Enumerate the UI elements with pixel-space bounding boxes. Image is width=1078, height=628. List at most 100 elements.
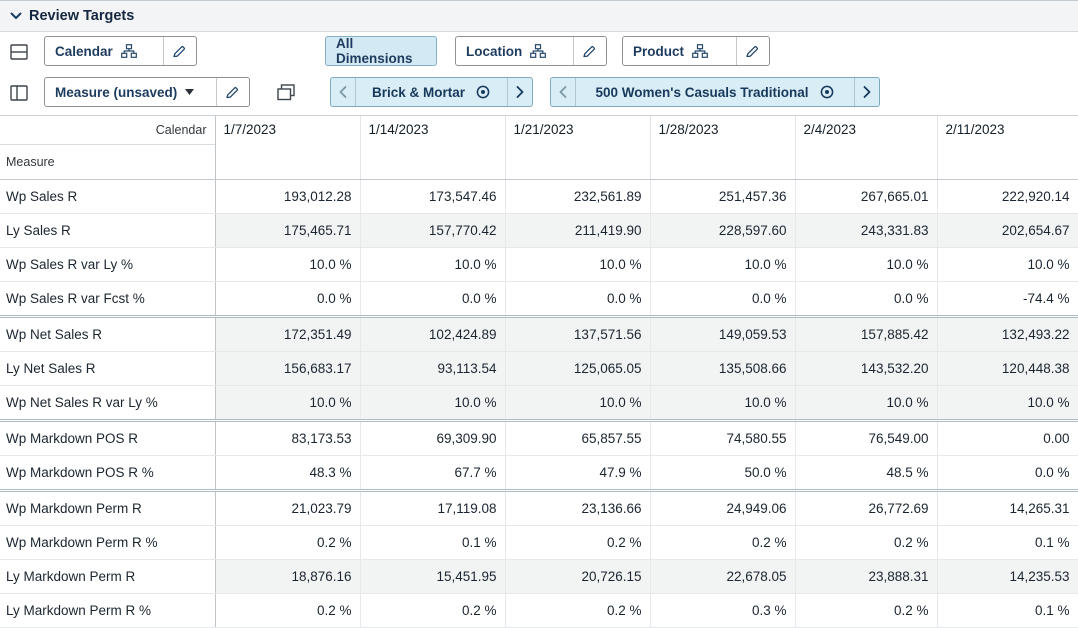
value-cell[interactable]: 228,597.60 bbox=[650, 213, 796, 248]
edit-pencil-icon[interactable] bbox=[172, 44, 186, 58]
value-cell[interactable]: 0.00 bbox=[937, 419, 1078, 456]
value-cell[interactable]: 23,136.66 bbox=[505, 489, 651, 526]
column-header-date[interactable]: 1/14/2023 bbox=[360, 116, 506, 180]
value-cell[interactable]: 102,424.89 bbox=[360, 315, 506, 352]
measure-dropdown-button[interactable]: Measure (unsaved) bbox=[44, 77, 250, 107]
column-header-date[interactable]: 1/7/2023 bbox=[215, 116, 361, 180]
value-cell[interactable]: 15,451.95 bbox=[360, 559, 506, 594]
value-cell[interactable]: 125,065.05 bbox=[505, 351, 651, 386]
value-cell[interactable]: 0.2 % bbox=[215, 525, 361, 560]
value-cell[interactable]: 137,571.56 bbox=[505, 315, 651, 352]
value-cell[interactable]: 0.1 % bbox=[360, 525, 506, 560]
value-cell[interactable]: 0.2 % bbox=[795, 593, 938, 628]
measure-row-label[interactable]: Wp Markdown POS R bbox=[0, 419, 216, 456]
value-cell[interactable]: 47.9 % bbox=[505, 455, 651, 491]
value-cell[interactable]: 48.3 % bbox=[215, 455, 361, 491]
value-cell[interactable]: 0.0 % bbox=[215, 281, 361, 317]
column-header-date[interactable]: 2/4/2023 bbox=[795, 116, 938, 180]
next-location-button[interactable] bbox=[507, 78, 532, 106]
value-cell[interactable]: 48.5 % bbox=[795, 455, 938, 491]
value-cell[interactable]: 10.0 % bbox=[937, 247, 1078, 282]
split-columns-icon[interactable] bbox=[10, 85, 28, 101]
value-cell[interactable]: 10.0 % bbox=[505, 247, 651, 282]
measure-row-label[interactable]: Wp Sales R bbox=[0, 179, 216, 214]
value-cell[interactable]: 120,448.38 bbox=[937, 351, 1078, 386]
value-cell[interactable]: 135,508.66 bbox=[650, 351, 796, 386]
column-header-date[interactable]: 1/28/2023 bbox=[650, 116, 796, 180]
location-dimension-button[interactable]: Location bbox=[455, 36, 607, 66]
value-cell[interactable]: 10.0 % bbox=[650, 247, 796, 282]
value-cell[interactable]: 67.7 % bbox=[360, 455, 506, 491]
value-cell[interactable]: 193,012.28 bbox=[215, 179, 361, 214]
value-cell[interactable]: 222,920.14 bbox=[937, 179, 1078, 214]
value-cell[interactable]: 157,770.42 bbox=[360, 213, 506, 248]
value-cell[interactable]: 0.2 % bbox=[795, 525, 938, 560]
previous-location-button[interactable] bbox=[331, 78, 356, 106]
value-cell[interactable]: 156,683.17 bbox=[215, 351, 361, 386]
value-cell[interactable]: 22,678.05 bbox=[650, 559, 796, 594]
value-cell[interactable]: 143,532.20 bbox=[795, 351, 938, 386]
next-product-button[interactable] bbox=[854, 78, 879, 106]
value-cell[interactable]: 21,023.79 bbox=[215, 489, 361, 526]
row-dimension-tile[interactable]: Measure bbox=[6, 155, 55, 169]
value-cell[interactable]: 173,547.46 bbox=[360, 179, 506, 214]
value-cell[interactable]: 0.2 % bbox=[505, 525, 651, 560]
value-cell[interactable]: 69,309.90 bbox=[360, 419, 506, 456]
value-cell[interactable]: 10.0 % bbox=[937, 385, 1078, 421]
value-cell[interactable]: 17,119.08 bbox=[360, 489, 506, 526]
value-cell[interactable]: 10.0 % bbox=[795, 385, 938, 421]
measure-row-label[interactable]: Wp Markdown POS R % bbox=[0, 455, 216, 491]
value-cell[interactable]: 65,857.55 bbox=[505, 419, 651, 456]
value-cell[interactable]: 76,549.00 bbox=[795, 419, 938, 456]
target-scope-icon[interactable] bbox=[475, 84, 491, 100]
value-cell[interactable]: 10.0 % bbox=[360, 385, 506, 421]
measure-row-label[interactable]: Ly Markdown Perm R % bbox=[0, 593, 216, 628]
measure-row-label[interactable]: Wp Net Sales R bbox=[0, 315, 216, 352]
previous-product-button[interactable] bbox=[551, 78, 576, 106]
hierarchy-icon[interactable] bbox=[692, 44, 708, 58]
value-cell[interactable]: 0.2 % bbox=[650, 525, 796, 560]
value-cell[interactable]: 10.0 % bbox=[360, 247, 506, 282]
calendar-dimension-button[interactable]: Calendar bbox=[44, 36, 197, 66]
value-cell[interactable]: 14,235.53 bbox=[937, 559, 1078, 594]
value-cell[interactable]: 26,772.69 bbox=[795, 489, 938, 526]
collapse-section-icon[interactable] bbox=[10, 12, 22, 20]
all-dimensions-button[interactable]: All Dimensions bbox=[325, 36, 437, 66]
value-cell[interactable]: 18,876.16 bbox=[215, 559, 361, 594]
hierarchy-icon[interactable] bbox=[120, 44, 137, 58]
value-cell[interactable]: 0.2 % bbox=[215, 593, 361, 628]
value-cell[interactable]: 157,885.42 bbox=[795, 315, 938, 352]
edit-pencil-icon[interactable] bbox=[745, 44, 759, 58]
measure-row-label[interactable]: Ly Net Sales R bbox=[0, 351, 216, 386]
value-cell[interactable]: 0.2 % bbox=[505, 593, 651, 628]
value-cell[interactable]: 23,888.31 bbox=[795, 559, 938, 594]
value-cell[interactable]: 267,665.01 bbox=[795, 179, 938, 214]
measure-row-label[interactable]: Wp Markdown Perm R % bbox=[0, 525, 216, 560]
value-cell[interactable]: 10.0 % bbox=[215, 385, 361, 421]
value-cell[interactable]: 132,493.22 bbox=[937, 315, 1078, 352]
value-cell[interactable]: 0.0 % bbox=[650, 281, 796, 317]
split-rows-icon[interactable] bbox=[10, 44, 28, 60]
value-cell[interactable]: 243,331.83 bbox=[795, 213, 938, 248]
measure-row-label[interactable]: Ly Sales R bbox=[0, 213, 216, 248]
value-cell[interactable]: 0.2 % bbox=[360, 593, 506, 628]
windows-layout-icon[interactable] bbox=[277, 84, 295, 101]
column-header-date[interactable]: 2/11/2023 bbox=[937, 116, 1078, 180]
value-cell[interactable]: 251,457.36 bbox=[650, 179, 796, 214]
value-cell[interactable]: 10.0 % bbox=[215, 247, 361, 282]
value-cell[interactable]: 0.0 % bbox=[937, 455, 1078, 491]
value-cell[interactable]: 149,059.53 bbox=[650, 315, 796, 352]
value-cell[interactable]: 74,580.55 bbox=[650, 419, 796, 456]
value-cell[interactable]: 202,654.67 bbox=[937, 213, 1078, 248]
value-cell[interactable]: 232,561.89 bbox=[505, 179, 651, 214]
hierarchy-icon[interactable] bbox=[530, 44, 547, 58]
value-cell[interactable]: 0.0 % bbox=[795, 281, 938, 317]
value-cell[interactable]: -74.4 % bbox=[937, 281, 1078, 317]
value-cell[interactable]: 83,173.53 bbox=[215, 419, 361, 456]
value-cell[interactable]: 14,265.31 bbox=[937, 489, 1078, 526]
value-cell[interactable]: 10.0 % bbox=[795, 247, 938, 282]
target-scope-icon[interactable] bbox=[819, 84, 835, 100]
edit-pencil-icon[interactable] bbox=[582, 44, 596, 58]
value-cell[interactable]: 24,949.06 bbox=[650, 489, 796, 526]
measure-row-label[interactable]: Wp Sales R var Ly % bbox=[0, 247, 216, 282]
